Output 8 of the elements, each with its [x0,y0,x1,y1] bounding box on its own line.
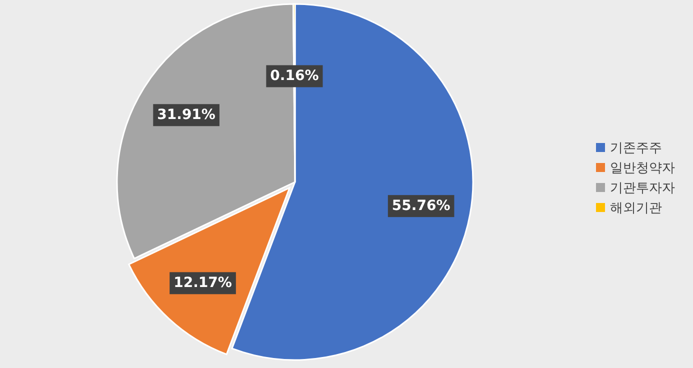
data-label: 55.76% [392,198,450,214]
data-label: 0.16% [270,68,319,84]
legend-label: 기존주주 [610,141,662,156]
legend-label: 일반청약자 [610,161,675,176]
legend-label: 기관투자자 [610,181,675,196]
data-label: 31.91% [157,107,216,124]
legend-label: 해외기관 [610,201,662,216]
data-label: 12.17% [174,275,232,292]
